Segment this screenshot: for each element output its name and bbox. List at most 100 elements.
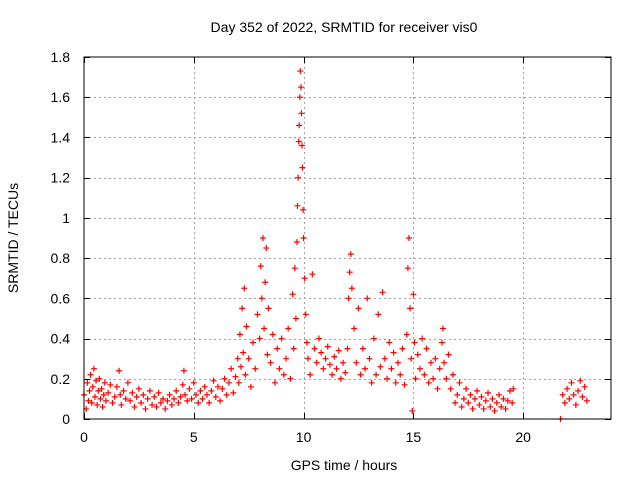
data-point <box>116 367 123 374</box>
data-point <box>256 335 263 342</box>
data-point <box>265 305 272 312</box>
data-point <box>124 379 131 386</box>
data-point <box>192 391 199 398</box>
data-point <box>395 359 402 366</box>
data-point <box>182 391 189 398</box>
data-point <box>318 349 325 356</box>
data-point <box>506 387 513 394</box>
data-point <box>405 235 412 241</box>
data-point <box>129 389 136 396</box>
data-point <box>427 359 434 366</box>
data-point <box>199 395 206 402</box>
data-point <box>241 285 248 292</box>
data-point <box>254 311 261 318</box>
data-point <box>509 399 516 406</box>
y-tick-label: 0.4 <box>51 331 71 347</box>
data-point <box>419 335 426 342</box>
data-point <box>357 371 364 378</box>
y-tick-label: 1.6 <box>51 89 71 105</box>
data-point <box>206 399 213 406</box>
data-point <box>87 371 94 378</box>
data-point <box>155 389 162 396</box>
data-point <box>250 339 257 346</box>
data-point <box>296 94 303 101</box>
data-point <box>500 395 507 402</box>
data-point <box>485 389 492 396</box>
data-point <box>313 359 320 366</box>
data-point <box>353 359 360 366</box>
data-point <box>301 275 308 282</box>
data-point <box>230 389 237 396</box>
data-point <box>118 401 125 408</box>
data-point <box>407 305 414 312</box>
data-point <box>322 355 329 362</box>
data-point <box>348 285 355 292</box>
y-tick-label: 1 <box>62 210 70 226</box>
data-point <box>364 295 371 302</box>
y-tick-label: 1.2 <box>51 170 71 186</box>
data-point <box>91 393 98 400</box>
data-point <box>138 399 145 406</box>
data-point <box>315 335 322 342</box>
data-point <box>408 355 415 362</box>
data-point <box>100 391 107 398</box>
data-point <box>131 403 138 410</box>
data-point <box>262 279 269 286</box>
data-point <box>289 291 296 298</box>
data-point <box>438 339 445 346</box>
x-tick-label: 20 <box>515 429 531 445</box>
data-point <box>368 379 375 386</box>
data-point <box>478 393 485 400</box>
data-point <box>259 235 266 241</box>
data-point <box>493 399 500 406</box>
data-point <box>510 385 517 392</box>
data-point <box>292 315 299 322</box>
data-point <box>197 387 204 394</box>
data-point <box>212 393 219 400</box>
data-point <box>425 379 432 386</box>
data-point <box>440 325 447 332</box>
data-point <box>153 403 160 410</box>
data-point <box>297 68 304 75</box>
data-point <box>223 391 230 398</box>
data-point <box>290 345 297 352</box>
data-point <box>140 391 147 398</box>
y-tick-label: 0.6 <box>51 290 71 306</box>
data-point <box>127 397 134 404</box>
data-point <box>236 331 243 338</box>
data-point <box>373 371 380 378</box>
data-point <box>269 331 276 338</box>
data-point <box>482 397 489 404</box>
data-point <box>168 401 175 408</box>
data-point <box>214 383 221 390</box>
data-point <box>326 361 333 368</box>
data-point <box>476 401 483 408</box>
data-point <box>409 407 416 414</box>
data-point <box>381 355 388 362</box>
data-point <box>238 363 245 370</box>
data-point <box>487 403 494 410</box>
data-point <box>242 371 249 378</box>
data-point <box>95 387 102 394</box>
data-point <box>401 381 408 388</box>
data-point <box>283 355 290 362</box>
x-tick-label: 5 <box>190 429 198 445</box>
data-point <box>203 391 210 398</box>
data-point <box>142 405 149 412</box>
y-tick-label: 0.8 <box>51 250 71 266</box>
data-point <box>107 381 114 388</box>
data-point <box>85 397 92 404</box>
data-point <box>84 379 91 386</box>
data-point <box>122 395 129 402</box>
data-point <box>99 403 106 410</box>
data-point <box>239 305 246 312</box>
axis-ticks <box>84 57 611 420</box>
data-point <box>443 375 450 382</box>
data-point <box>225 379 232 386</box>
data-point <box>346 269 353 276</box>
data-point <box>572 401 579 408</box>
data-point <box>295 174 302 181</box>
data-point <box>257 263 264 270</box>
data-point <box>90 365 97 372</box>
